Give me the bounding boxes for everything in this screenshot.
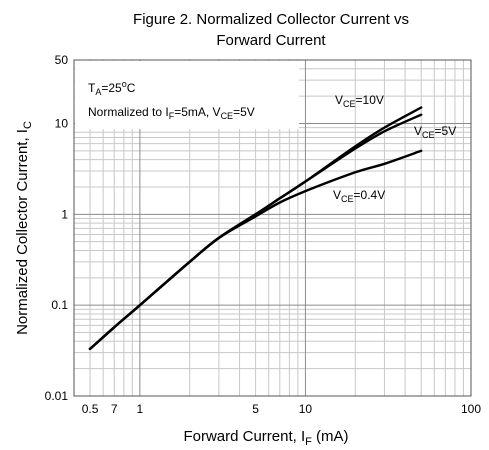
y-tick-label: 0.1 (51, 298, 68, 312)
annotation-box (75, 61, 299, 129)
x-axis-label: Forward Current, IF (mA) (183, 428, 348, 448)
annotation: TA=25oC Normalized to IF=5mA, VCE=5V (88, 79, 255, 121)
series-labels: VCE=10V VCE=5V VCE=0.4V (333, 93, 456, 204)
y-axis-label: Normalized Collector Current, IC (14, 121, 34, 335)
annotation-normalization: Normalized to IF=5mA, VCE=5V (88, 105, 255, 121)
x-tick-label: 10 (299, 402, 313, 416)
x-tick-label: 5 (252, 402, 259, 416)
chart-title-line2: Forward Current (216, 32, 326, 49)
series-label-vce-5v: VCE=5V (414, 124, 456, 140)
series-layer (88, 106, 423, 351)
x-tick-label: 100 (461, 402, 481, 416)
x-tick-label: 1 (137, 402, 144, 416)
y-tick-label: 1 (61, 207, 68, 221)
plot-area (73, 59, 472, 397)
y-tick-labels: 0.01 0.1 1 10 50 (45, 53, 69, 403)
chart-title-line1: Figure 2. Normalized Collector Current v… (133, 11, 409, 28)
y-tick-label: 50 (55, 53, 69, 67)
y-tick-label: 10 (55, 116, 69, 130)
x-tick-labels: 0.5 7 1 5 10 100 (82, 402, 482, 416)
plot-frame (73, 59, 472, 397)
y-tick-label: 0.01 (45, 389, 69, 403)
annotation-temperature: TA=25oC (88, 79, 136, 97)
x-tick-label: 0.5 (82, 402, 99, 416)
series-label-vce-10v: VCE=10V (335, 93, 384, 109)
series-label-vce-0-4v: VCE=0.4V (333, 188, 385, 204)
x-tick-label: 7 (111, 402, 118, 416)
series-line-2 (88, 149, 423, 351)
